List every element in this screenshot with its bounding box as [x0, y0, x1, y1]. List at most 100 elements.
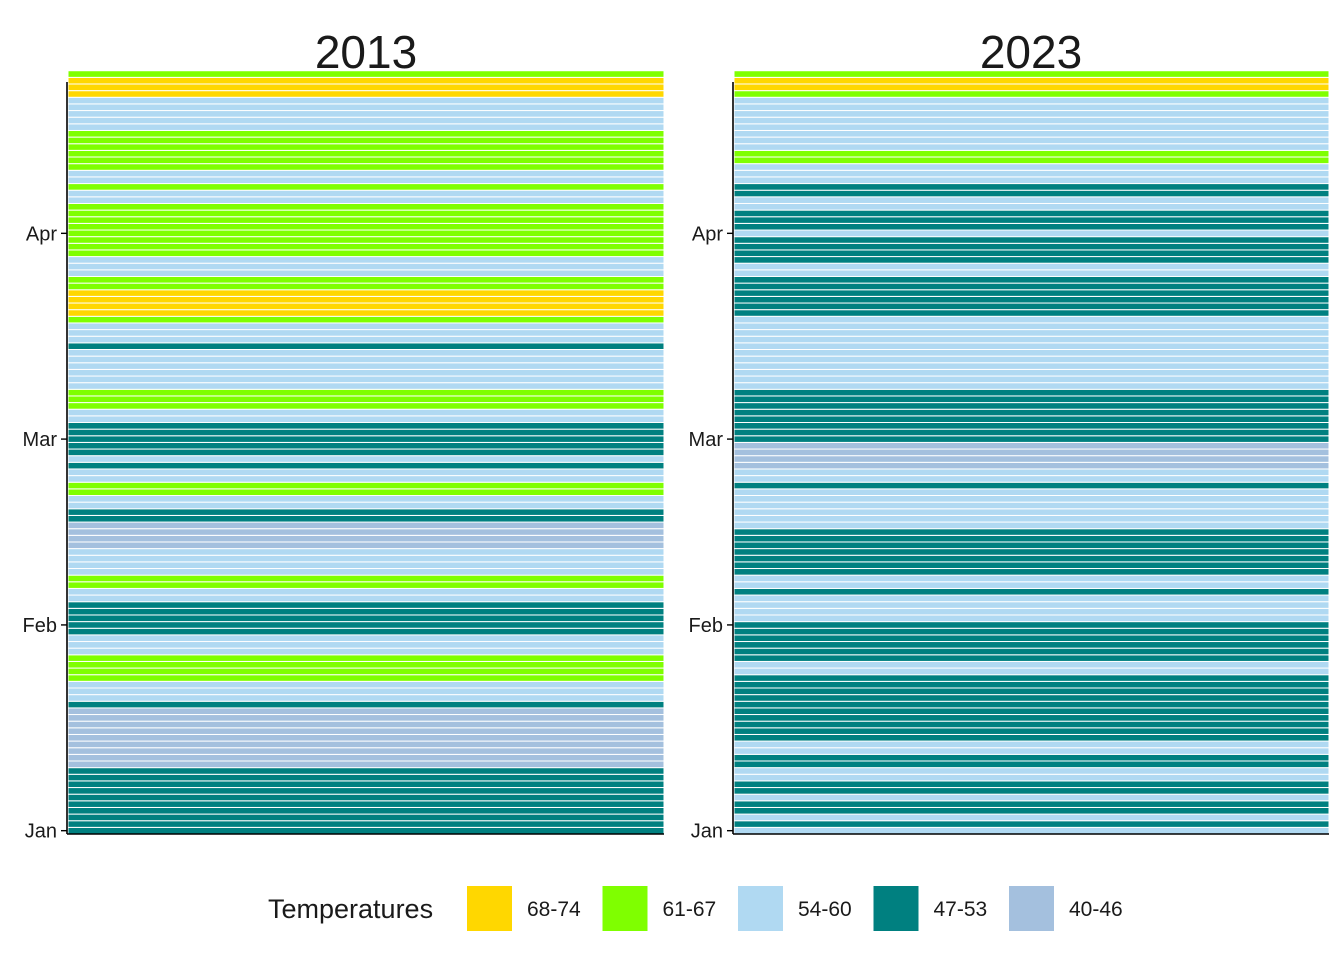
day-tile [67, 202, 665, 211]
day-tile [733, 747, 1330, 755]
day-tile [733, 753, 1330, 762]
day-tile [67, 468, 665, 477]
day-tile [67, 143, 665, 151]
day-tile [733, 767, 1330, 775]
day-tile [733, 528, 1330, 536]
day-tile [67, 561, 665, 570]
day-tile [733, 687, 1330, 696]
day-tile [67, 309, 665, 317]
day-tile [733, 282, 1330, 291]
day-tile [67, 382, 665, 390]
day-tile [733, 362, 1330, 370]
day-tile [67, 176, 665, 185]
day-tile [733, 90, 1330, 98]
day-tile [67, 149, 665, 158]
day-tile [733, 315, 1330, 324]
day-tile [733, 428, 1330, 437]
y-ticks-2013: Jan Feb Mar Apr [23, 223, 67, 843]
tiles-2013 [67, 70, 665, 835]
day-tile [67, 229, 665, 238]
day-tile [67, 826, 665, 835]
day-tile [67, 196, 665, 204]
day-tile [67, 647, 665, 656]
day-tile [67, 302, 665, 311]
day-tile [67, 455, 665, 463]
day-tile [733, 222, 1330, 231]
day-tile [67, 554, 665, 563]
day-tile [733, 813, 1330, 822]
legend: Temperatures 68-74 61-67 54-60 47-53 40-46 [268, 886, 1123, 931]
day-tile [67, 574, 665, 583]
day-tile [67, 362, 665, 370]
day-tile [733, 514, 1330, 523]
day-tile [733, 169, 1330, 178]
panel-2023: 2023 Jan Feb Mar Apr [689, 26, 1330, 843]
day-tile [733, 714, 1330, 722]
day-tile [733, 654, 1330, 662]
day-tile [733, 508, 1330, 516]
day-tile [67, 83, 665, 92]
day-tile [67, 707, 665, 716]
panel-title-2013: 2013 [315, 26, 417, 78]
day-tile [733, 395, 1330, 404]
day-tile [733, 475, 1330, 483]
day-tile [67, 236, 665, 244]
day-tile [67, 548, 665, 556]
day-tile [67, 820, 665, 828]
day-tile [67, 641, 665, 649]
legend-title: Temperatures [268, 894, 433, 924]
day-tile [733, 202, 1330, 211]
y-ticks-2023: Jan Feb Mar Apr [689, 223, 733, 843]
day-tile [67, 123, 665, 131]
day-tile [733, 116, 1330, 125]
day-tile [733, 554, 1330, 563]
panel-title-2023: 2023 [980, 26, 1082, 78]
day-tile [67, 521, 665, 530]
day-tile [67, 136, 665, 145]
day-tile [733, 561, 1330, 570]
day-tile [733, 216, 1330, 224]
day-tile [733, 727, 1330, 735]
y-tick-label-apr: Apr [26, 223, 57, 245]
day-tile [67, 415, 665, 423]
day-tile [67, 242, 665, 251]
y-tick-label-feb: Feb [23, 615, 57, 637]
day-tile [67, 129, 665, 138]
day-tile [67, 256, 665, 264]
day-tile [733, 136, 1330, 145]
day-tile [67, 183, 665, 191]
day-tile [733, 468, 1330, 477]
day-tile [733, 342, 1330, 350]
day-tile [733, 501, 1330, 510]
day-tile [733, 641, 1330, 649]
day-tile [67, 601, 665, 609]
day-tile [733, 455, 1330, 463]
day-tile [67, 435, 665, 443]
day-tile [67, 329, 665, 337]
day-tile [733, 448, 1330, 457]
day-tile [67, 667, 665, 676]
day-tile [733, 534, 1330, 543]
day-tile [733, 335, 1330, 344]
day-tile [67, 388, 665, 397]
day-tile [733, 574, 1330, 583]
day-tile [67, 169, 665, 178]
day-tile [67, 402, 665, 410]
day-tile [67, 448, 665, 457]
day-tile [733, 183, 1330, 191]
day-tile [733, 249, 1330, 258]
day-tile [67, 156, 665, 165]
day-tile [67, 747, 665, 755]
day-tile [67, 110, 665, 118]
day-tile [67, 289, 665, 297]
legend-label-54-60: 54-60 [798, 898, 852, 921]
day-tile [67, 720, 665, 729]
day-tile [733, 806, 1330, 815]
day-tile [67, 76, 665, 85]
day-tile [733, 707, 1330, 716]
day-tile [733, 402, 1330, 410]
day-tile [733, 780, 1330, 789]
day-tile [67, 428, 665, 437]
day-tile [67, 634, 665, 643]
day-tile [67, 262, 665, 271]
